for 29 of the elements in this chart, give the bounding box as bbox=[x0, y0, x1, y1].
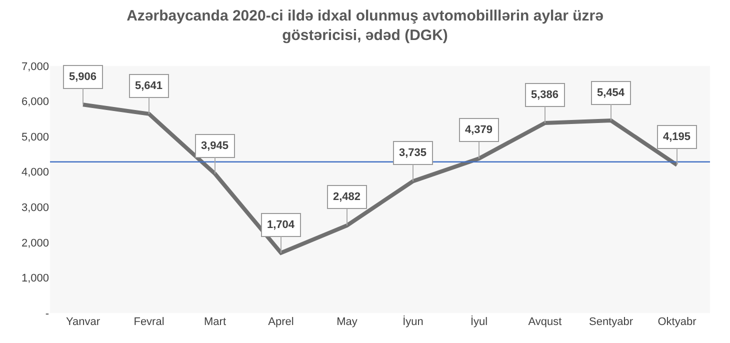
data-label: 5,454 bbox=[597, 87, 626, 99]
y-tick-label: 2,000 bbox=[21, 237, 49, 250]
x-tick-label: Oktyabr bbox=[658, 316, 697, 328]
chart-title: Azərbaycanda 2020-ci ildə idxal olunmuş avtomobilllərin aylar üzrə göstəricisi, ədəd (DGK) bbox=[126, 8, 604, 44]
data-label: 2,482 bbox=[333, 191, 361, 203]
x-tick-label: Sentyabr bbox=[588, 316, 634, 328]
x-tick-label: Avqust bbox=[528, 316, 562, 328]
x-tick-label: May bbox=[336, 316, 358, 328]
y-tick-label: 3,000 bbox=[21, 202, 49, 214]
data-label: 3,945 bbox=[201, 140, 229, 152]
y-tick-label: 5,000 bbox=[21, 131, 49, 144]
x-tick-label: Aprel bbox=[268, 316, 294, 328]
x-tick-label: İyul bbox=[470, 315, 488, 328]
y-tick-label: - bbox=[45, 308, 50, 320]
x-tick-label: Fevral bbox=[134, 316, 164, 328]
data-label: 1,704 bbox=[267, 219, 296, 231]
y-tick-label: 4,000 bbox=[21, 166, 49, 179]
data-label: 5,906 bbox=[69, 71, 97, 83]
data-label: 5,641 bbox=[135, 80, 163, 92]
x-tick-label: İyun bbox=[402, 315, 424, 328]
data-label: 4,195 bbox=[663, 131, 691, 143]
y-tick-label: 7,000 bbox=[21, 60, 49, 73]
data-label: 4,379 bbox=[465, 124, 493, 136]
data-label: 3,735 bbox=[399, 147, 427, 159]
data-label: 5,386 bbox=[531, 89, 559, 101]
y-tick-label: 6,000 bbox=[21, 96, 49, 108]
x-tick-label: Mart bbox=[204, 316, 226, 328]
y-tick-label: 1,000 bbox=[21, 272, 49, 285]
x-tick-label: Yanvar bbox=[66, 316, 100, 328]
